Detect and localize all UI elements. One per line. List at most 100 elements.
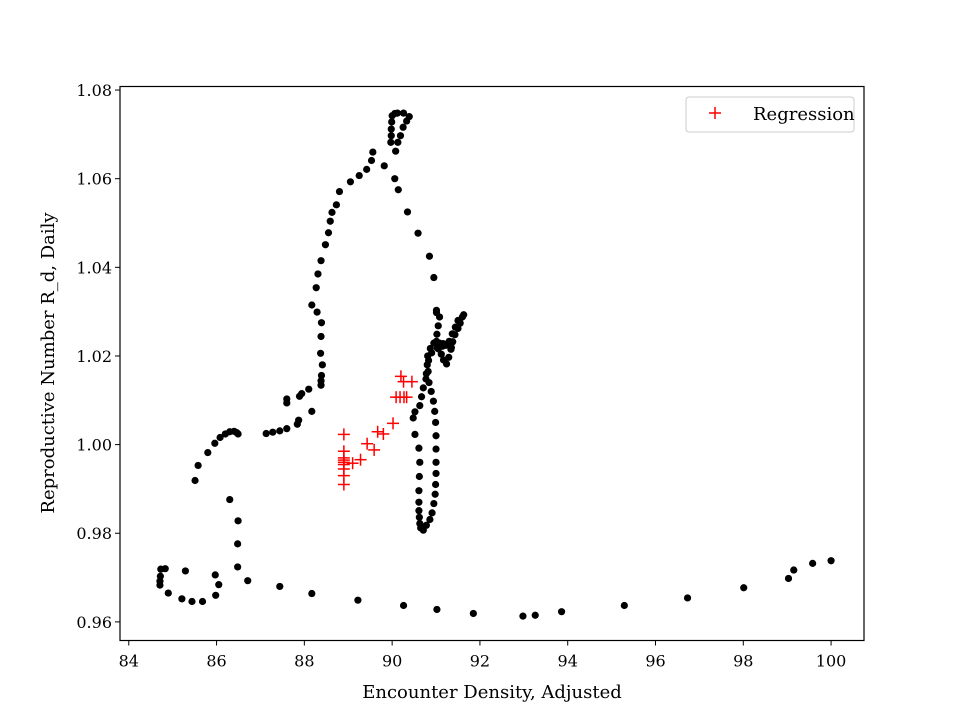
data-point <box>328 208 336 216</box>
data-point <box>387 138 395 146</box>
data-point <box>415 498 423 506</box>
data-point <box>431 480 440 489</box>
data-point <box>433 605 441 614</box>
data-point <box>308 407 316 415</box>
regression-point <box>394 370 407 383</box>
data-point <box>451 323 459 331</box>
data-point <box>409 414 417 422</box>
data-point <box>380 162 388 170</box>
regression-point <box>361 437 374 450</box>
data-point <box>198 597 207 606</box>
data-point <box>194 461 202 470</box>
data-point <box>317 332 325 341</box>
data-point <box>432 432 440 440</box>
data-point <box>469 609 477 618</box>
data-point <box>415 444 423 452</box>
regression-point <box>354 453 367 466</box>
data-point <box>388 118 396 126</box>
data-point <box>157 565 165 573</box>
data-point <box>784 574 793 583</box>
data-point <box>369 148 377 156</box>
data-point <box>244 577 252 585</box>
regression-point <box>337 428 350 441</box>
data-point <box>394 138 402 146</box>
data-point <box>422 521 430 529</box>
y-axis: 0.96 0.98 1.00 1.02 1.04 1.06 1.08 <box>76 81 120 632</box>
data-point <box>403 208 412 216</box>
legend-label-regression: Regression <box>753 104 855 125</box>
data-point <box>324 229 333 237</box>
y-tick-label: 1.04 <box>76 258 112 277</box>
data-point <box>415 472 423 481</box>
data-point <box>437 350 445 358</box>
data-point <box>204 448 212 457</box>
data-point <box>447 343 455 352</box>
legend-plus-marker <box>709 107 721 119</box>
data-point <box>432 306 441 314</box>
x-axis-label: Encounter Density, Adjusted <box>362 682 622 703</box>
data-point <box>434 322 442 330</box>
regression-point <box>368 443 381 456</box>
data-point <box>394 186 402 194</box>
data-point <box>435 313 444 321</box>
data-point <box>318 361 326 369</box>
data-point <box>416 458 424 466</box>
data-point <box>317 319 326 327</box>
data-point <box>411 430 419 439</box>
data-point <box>387 132 395 140</box>
x-tick-label: 92 <box>470 652 490 671</box>
data-point <box>430 273 438 282</box>
data-point <box>211 571 219 579</box>
data-point <box>178 595 186 603</box>
data-point <box>424 367 432 376</box>
data-point <box>226 495 234 504</box>
y-tick-label: 0.98 <box>76 524 112 543</box>
data-point <box>399 601 408 610</box>
legend-plus-icon <box>709 107 721 119</box>
data-point <box>269 428 277 436</box>
data-point <box>428 349 436 357</box>
data-point <box>403 117 411 125</box>
data-point <box>399 123 407 131</box>
data-point <box>234 430 242 438</box>
data-point <box>431 407 439 415</box>
data-point <box>419 384 427 392</box>
data-point <box>432 458 440 466</box>
dot-series <box>156 109 835 620</box>
x-tick-label: 90 <box>382 652 402 671</box>
data-point <box>428 509 436 517</box>
data-point <box>313 308 321 316</box>
data-point <box>411 408 419 416</box>
data-point <box>212 591 220 599</box>
data-point <box>164 589 172 597</box>
data-point <box>431 490 439 498</box>
x-tick-label: 94 <box>558 652 578 671</box>
data-point <box>211 439 219 447</box>
data-point <box>430 499 438 508</box>
x-axis: 84 86 88 90 92 94 96 98 100 <box>119 640 847 671</box>
data-point <box>335 187 344 196</box>
data-point <box>234 540 242 548</box>
data-point <box>317 377 325 385</box>
data-point <box>308 589 316 598</box>
data-point <box>308 301 316 309</box>
data-point <box>326 217 334 225</box>
plot-frame <box>119 85 865 642</box>
data-point <box>156 581 164 589</box>
data-point <box>427 387 435 396</box>
data-point <box>387 125 395 133</box>
x-tick-label: 100 <box>816 652 847 671</box>
data-point <box>396 132 405 140</box>
data-point <box>354 596 362 604</box>
data-point <box>317 257 325 265</box>
data-point <box>442 360 451 368</box>
data-point <box>426 515 434 524</box>
data-point <box>429 397 438 405</box>
data-point <box>445 353 453 361</box>
data-point <box>391 175 399 183</box>
regression-point <box>346 457 359 470</box>
data-point <box>393 109 402 117</box>
data-point <box>314 270 322 278</box>
